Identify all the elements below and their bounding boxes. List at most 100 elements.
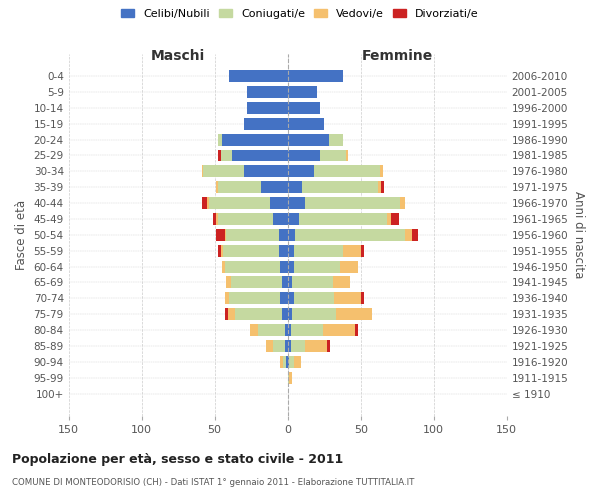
Bar xyxy=(287,244,293,256)
Bar xyxy=(361,292,364,304)
Legend: Celibi/Nubili, Coniugati/e, Vedovi/e, Divorziati/e: Celibi/Nubili, Coniugati/e, Vedovi/e, Di… xyxy=(118,6,482,22)
Bar xyxy=(355,324,358,336)
Bar xyxy=(250,324,259,336)
Bar xyxy=(287,324,290,336)
Bar xyxy=(287,340,290,352)
Bar xyxy=(320,150,346,162)
Bar xyxy=(287,372,289,384)
Bar xyxy=(293,260,340,272)
Bar xyxy=(221,150,232,162)
Bar xyxy=(323,324,355,336)
Bar xyxy=(235,308,282,320)
Bar xyxy=(262,181,287,193)
Bar xyxy=(299,213,387,225)
Bar xyxy=(203,166,244,177)
Bar xyxy=(279,244,287,256)
Bar xyxy=(282,308,287,320)
Bar xyxy=(216,213,218,225)
Bar xyxy=(202,197,208,209)
Bar xyxy=(289,356,293,368)
Bar xyxy=(381,181,384,193)
Bar xyxy=(292,308,336,320)
Bar xyxy=(266,340,273,352)
Bar xyxy=(343,244,361,256)
Bar xyxy=(334,292,361,304)
Bar xyxy=(213,213,216,225)
Y-axis label: Fasce di età: Fasce di età xyxy=(15,200,28,270)
Bar xyxy=(280,292,287,304)
Bar xyxy=(221,244,223,256)
Bar xyxy=(287,197,305,209)
Bar xyxy=(226,229,279,241)
Bar xyxy=(340,260,358,272)
Bar xyxy=(208,197,209,209)
Bar xyxy=(218,150,221,162)
Bar xyxy=(287,356,289,368)
Bar xyxy=(259,324,285,336)
Bar xyxy=(346,150,347,162)
Bar xyxy=(287,86,317,98)
Bar xyxy=(333,276,350,288)
Bar xyxy=(225,292,229,304)
Bar xyxy=(380,166,383,177)
Bar xyxy=(287,292,293,304)
Text: COMUNE DI MONTEODORISIO (CH) - Dati ISTAT 1° gennaio 2011 - Elaborazione TUTTITA: COMUNE DI MONTEODORISIO (CH) - Dati ISTA… xyxy=(12,478,415,487)
Bar xyxy=(231,276,282,288)
Bar xyxy=(279,229,287,241)
Bar xyxy=(314,166,380,177)
Bar xyxy=(289,372,292,384)
Bar xyxy=(404,229,412,241)
Bar xyxy=(287,181,302,193)
Bar xyxy=(378,181,381,193)
Bar xyxy=(244,166,287,177)
Bar xyxy=(225,260,280,272)
Bar xyxy=(305,340,327,352)
Bar xyxy=(293,292,334,304)
Bar xyxy=(229,292,280,304)
Bar xyxy=(218,213,273,225)
Bar xyxy=(273,213,287,225)
Bar xyxy=(283,356,286,368)
Bar xyxy=(218,244,221,256)
Bar xyxy=(287,150,320,162)
Bar xyxy=(287,70,343,82)
Bar xyxy=(286,356,287,368)
Bar xyxy=(287,118,324,130)
Bar xyxy=(305,197,400,209)
Bar xyxy=(229,70,287,82)
Bar xyxy=(223,244,279,256)
Bar xyxy=(270,197,287,209)
Bar xyxy=(336,308,373,320)
Bar xyxy=(287,308,292,320)
Bar xyxy=(225,308,228,320)
Bar xyxy=(216,181,218,193)
Bar xyxy=(400,197,404,209)
Bar xyxy=(222,134,287,145)
Bar xyxy=(327,340,330,352)
Bar xyxy=(329,134,343,145)
Bar xyxy=(285,340,287,352)
Bar xyxy=(280,356,283,368)
Bar xyxy=(295,229,404,241)
Bar xyxy=(287,276,292,288)
Bar xyxy=(218,181,262,193)
Bar xyxy=(218,134,222,145)
Bar xyxy=(391,213,398,225)
Bar xyxy=(290,324,323,336)
Text: Maschi: Maschi xyxy=(151,50,205,64)
Bar xyxy=(292,276,333,288)
Bar xyxy=(287,213,299,225)
Bar xyxy=(387,213,391,225)
Bar xyxy=(293,244,343,256)
Bar xyxy=(285,324,287,336)
Bar xyxy=(228,308,235,320)
Text: Femmine: Femmine xyxy=(362,50,433,64)
Bar xyxy=(280,260,287,272)
Bar xyxy=(244,118,287,130)
Bar xyxy=(247,102,287,114)
Bar xyxy=(287,260,293,272)
Bar xyxy=(287,166,314,177)
Bar xyxy=(222,260,225,272)
Bar xyxy=(361,244,364,256)
Bar xyxy=(287,134,329,145)
